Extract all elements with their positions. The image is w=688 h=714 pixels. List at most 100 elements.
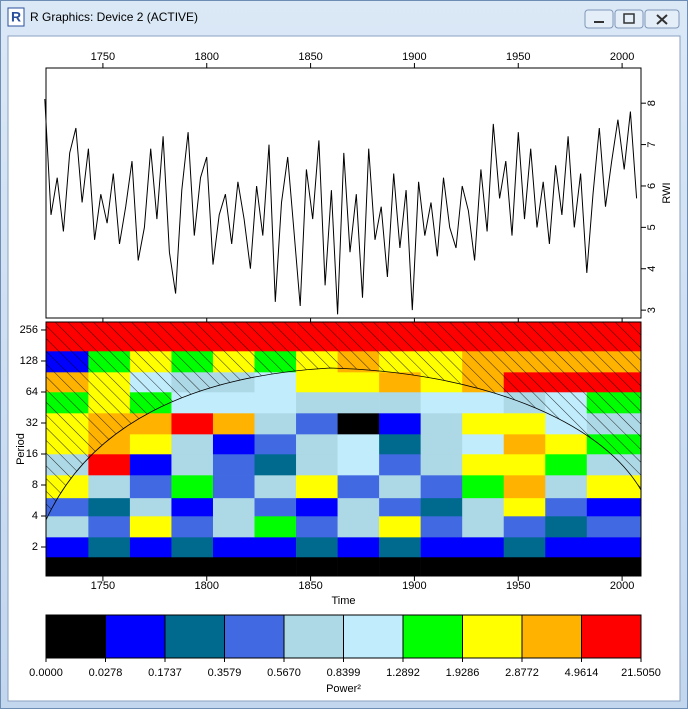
plot-frame [45, 67, 642, 319]
heatmap-cell [462, 453, 505, 476]
x-tick-label: 2000 [610, 51, 634, 63]
colorbar-box [581, 614, 642, 659]
colorbar-tick-label: 0.3579 [208, 667, 242, 679]
close-icon [656, 14, 668, 25]
heatmap-cell [379, 453, 421, 476]
colorbar-tick-label: 21.5050 [621, 667, 661, 679]
colorbar-box [164, 614, 225, 659]
heatmap-cell [462, 497, 505, 517]
heatmap-cell [545, 453, 588, 476]
coi-boundary [45, 367, 642, 521]
heatmap-cell [88, 497, 131, 517]
x-tick-label: 2000 [610, 580, 634, 592]
y-tick-label: 256 [20, 324, 38, 336]
heatmap-cell [88, 516, 131, 538]
heatmap-cell [254, 391, 297, 414]
y-axis-label: Period [15, 433, 27, 465]
heatmap-cell [462, 516, 505, 538]
maximize-button[interactable] [614, 9, 644, 29]
heatmap-cell [212, 453, 255, 476]
heatmap-cell [545, 475, 588, 499]
colorbar-tick-label: 1.9286 [446, 667, 480, 679]
heatmap-cell [212, 475, 255, 499]
colorbar-tick-label: 2.8772 [505, 667, 539, 679]
heatmap-cell [545, 497, 588, 517]
heatmap-cell [296, 537, 338, 558]
heatmap-cell [420, 516, 463, 538]
heatmap-cell [296, 453, 338, 476]
heatmap-cell [88, 475, 131, 499]
heatmap-cell [46, 497, 89, 517]
heatmap-cell [296, 497, 338, 517]
heatmap-cell [212, 434, 255, 455]
colorbar-box [521, 614, 582, 659]
heatmap-cell [254, 434, 297, 455]
x-tick-label: 1750 [91, 51, 115, 63]
r-icon-letter: R [11, 9, 21, 25]
colorbar-tick-label: 0.1737 [148, 667, 182, 679]
heatmap-cell [462, 475, 505, 499]
heatmap-cell [337, 413, 380, 435]
heatmap-cell [88, 453, 131, 476]
heatmap-cell [379, 372, 421, 393]
heatmap-cell [462, 556, 505, 577]
heatmap-cell [379, 434, 421, 455]
heatmap-cell [379, 391, 421, 414]
colorbar-tick-label: 0.0278 [89, 667, 123, 679]
heatmap-cell [503, 497, 546, 517]
heatmap-cell [212, 537, 255, 558]
heatmap-cell [296, 556, 338, 577]
y-tick-label: 8 [32, 479, 38, 491]
heatmap-cell [337, 372, 380, 393]
colorbar-box [462, 614, 523, 659]
colorbar-tick-label: 1.2892 [386, 667, 420, 679]
heatmap-cell [545, 434, 588, 455]
heatmap-cell [337, 516, 380, 538]
minimize-button[interactable] [584, 9, 614, 29]
x-tick-label: 1900 [402, 580, 426, 592]
x-tick-label: 1900 [402, 51, 426, 63]
heatmap-cell [212, 497, 255, 517]
heatmap-cell [212, 516, 255, 538]
heatmap-cell [503, 556, 546, 577]
heatmap-cell [171, 556, 214, 577]
heatmap-cell [503, 516, 546, 538]
heatmap-cell [503, 413, 546, 435]
heatmap-cell [379, 556, 421, 577]
heatmap-cell [337, 475, 380, 499]
heatmap-cell [129, 413, 172, 435]
colorbar-box [402, 614, 463, 659]
x-tick-label: 1800 [195, 580, 219, 592]
heatmap-cell [420, 453, 463, 476]
colorbar-box [224, 614, 285, 659]
heatmap-cell [420, 537, 463, 558]
y-tick-label: 4 [32, 510, 38, 522]
heatmap-cell [586, 497, 642, 517]
y-tick-label: 5 [646, 224, 658, 230]
heatmap-cell [171, 453, 214, 476]
heatmap-cell [462, 391, 505, 414]
heatmap-cell [254, 537, 297, 558]
heatmap-cell [296, 475, 338, 499]
y-tick-label: 32 [26, 417, 38, 429]
r-icon [7, 7, 25, 27]
heatmap-cell [420, 434, 463, 455]
heatmap-cell [379, 475, 421, 499]
colorbar-label: Power² [326, 683, 361, 695]
heatmap-cell [379, 413, 421, 435]
y-tick-label: 16 [26, 448, 38, 460]
heatmap-cell [586, 537, 642, 558]
colorbar-tick-label: 0.0000 [29, 667, 63, 679]
y-tick-label: 6 [646, 183, 658, 189]
heatmap-cell [586, 475, 642, 499]
heatmap-cell [420, 556, 463, 577]
heatmap-cell [337, 391, 380, 414]
y-tick-label: 128 [20, 355, 38, 367]
heatmap-cell [462, 537, 505, 558]
heatmap-cell [129, 453, 172, 476]
heatmap-cell [420, 497, 463, 517]
x-tick-label: 1850 [298, 580, 322, 592]
y-tick-label: 64 [26, 386, 38, 398]
y-tick-label: 7 [646, 142, 658, 148]
